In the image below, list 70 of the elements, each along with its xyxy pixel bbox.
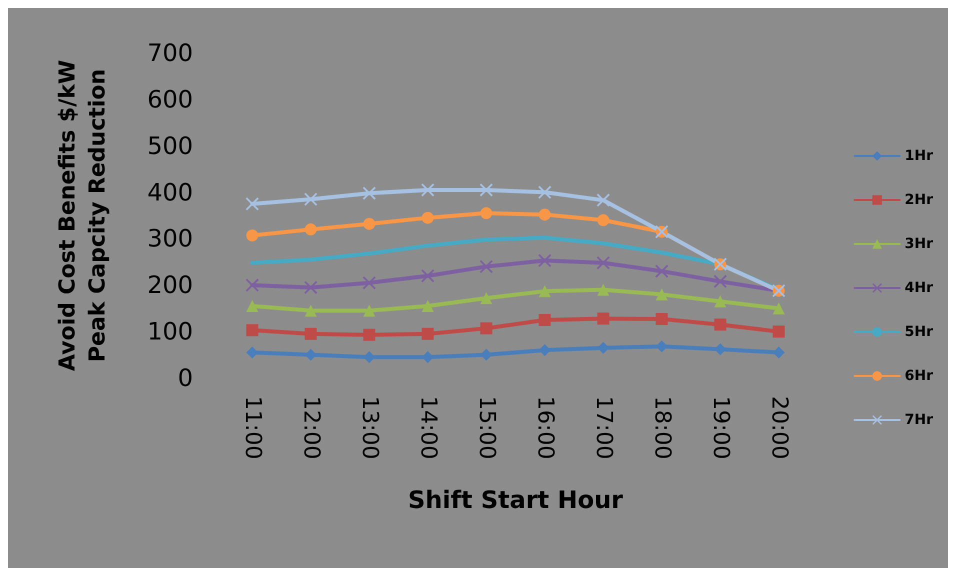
point [304, 192, 318, 206]
y-tick-label: 600 [147, 85, 193, 114]
point [714, 318, 726, 331]
point [480, 260, 493, 274]
legend-label: 2Hr [904, 192, 934, 208]
point [480, 322, 492, 334]
point [422, 328, 434, 340]
point [597, 284, 610, 296]
point [538, 254, 552, 268]
point [246, 278, 259, 292]
point [363, 304, 376, 317]
point [421, 183, 434, 196]
point [655, 264, 668, 278]
x-tick-label: 17:00 [590, 396, 616, 460]
x-tick-label: 12:00 [298, 396, 324, 460]
point [656, 288, 668, 300]
x-axis-title: Shift Start Hour [408, 486, 624, 514]
point [421, 269, 434, 282]
y-tick-label: 0 [178, 364, 193, 392]
legend-label: 5Hr [904, 324, 934, 340]
point [772, 302, 785, 314]
point [304, 304, 317, 317]
y-tick-label: 200 [147, 271, 193, 300]
legend-label: 3Hr [904, 236, 934, 252]
point [304, 328, 317, 340]
x-tick-label: 14:00 [415, 396, 440, 460]
point [714, 295, 726, 308]
point [363, 218, 376, 230]
legend-label: 4Hr [904, 280, 934, 296]
point [246, 324, 258, 336]
point [538, 186, 552, 199]
x-tick-label: 11:00 [240, 396, 265, 460]
point [422, 212, 434, 224]
point [596, 256, 610, 270]
point [362, 276, 376, 290]
point [538, 208, 551, 221]
y-axis-title: Avoid Cost Benefits $/kW Peak Capcity Reduction [56, 60, 110, 372]
point [480, 183, 493, 196]
point [714, 274, 727, 288]
legend-label: 6Hr [904, 368, 934, 384]
point [597, 312, 610, 325]
point [363, 328, 376, 341]
point [304, 223, 317, 236]
x-tick-label: 18:00 [649, 396, 674, 460]
point [246, 300, 258, 312]
point [422, 300, 434, 312]
point [772, 326, 785, 338]
y-tick-label: 100 [147, 318, 193, 346]
point [362, 186, 376, 200]
x-tick-label: 13:00 [356, 396, 382, 460]
point [656, 313, 668, 326]
point [597, 214, 610, 226]
point [480, 292, 492, 304]
x-tick-label: 16:00 [532, 396, 558, 460]
x-tick-label: 15:00 [474, 396, 499, 460]
point [538, 314, 551, 326]
y-tick-label: 700 [147, 39, 193, 67]
point [538, 285, 551, 298]
legend-label: 7Hr [904, 412, 934, 428]
point [246, 197, 259, 210]
point [596, 194, 610, 207]
point [246, 229, 258, 242]
x-tick-label: 20:00 [766, 396, 792, 460]
y-tick-label: 400 [147, 178, 193, 206]
y-tick-label: 300 [147, 224, 193, 253]
point [480, 207, 492, 220]
y-tick-label: 500 [147, 132, 193, 160]
point [304, 280, 318, 294]
x-tick-label: 19:00 [708, 396, 733, 460]
legend-label: 1Hr [904, 148, 934, 164]
